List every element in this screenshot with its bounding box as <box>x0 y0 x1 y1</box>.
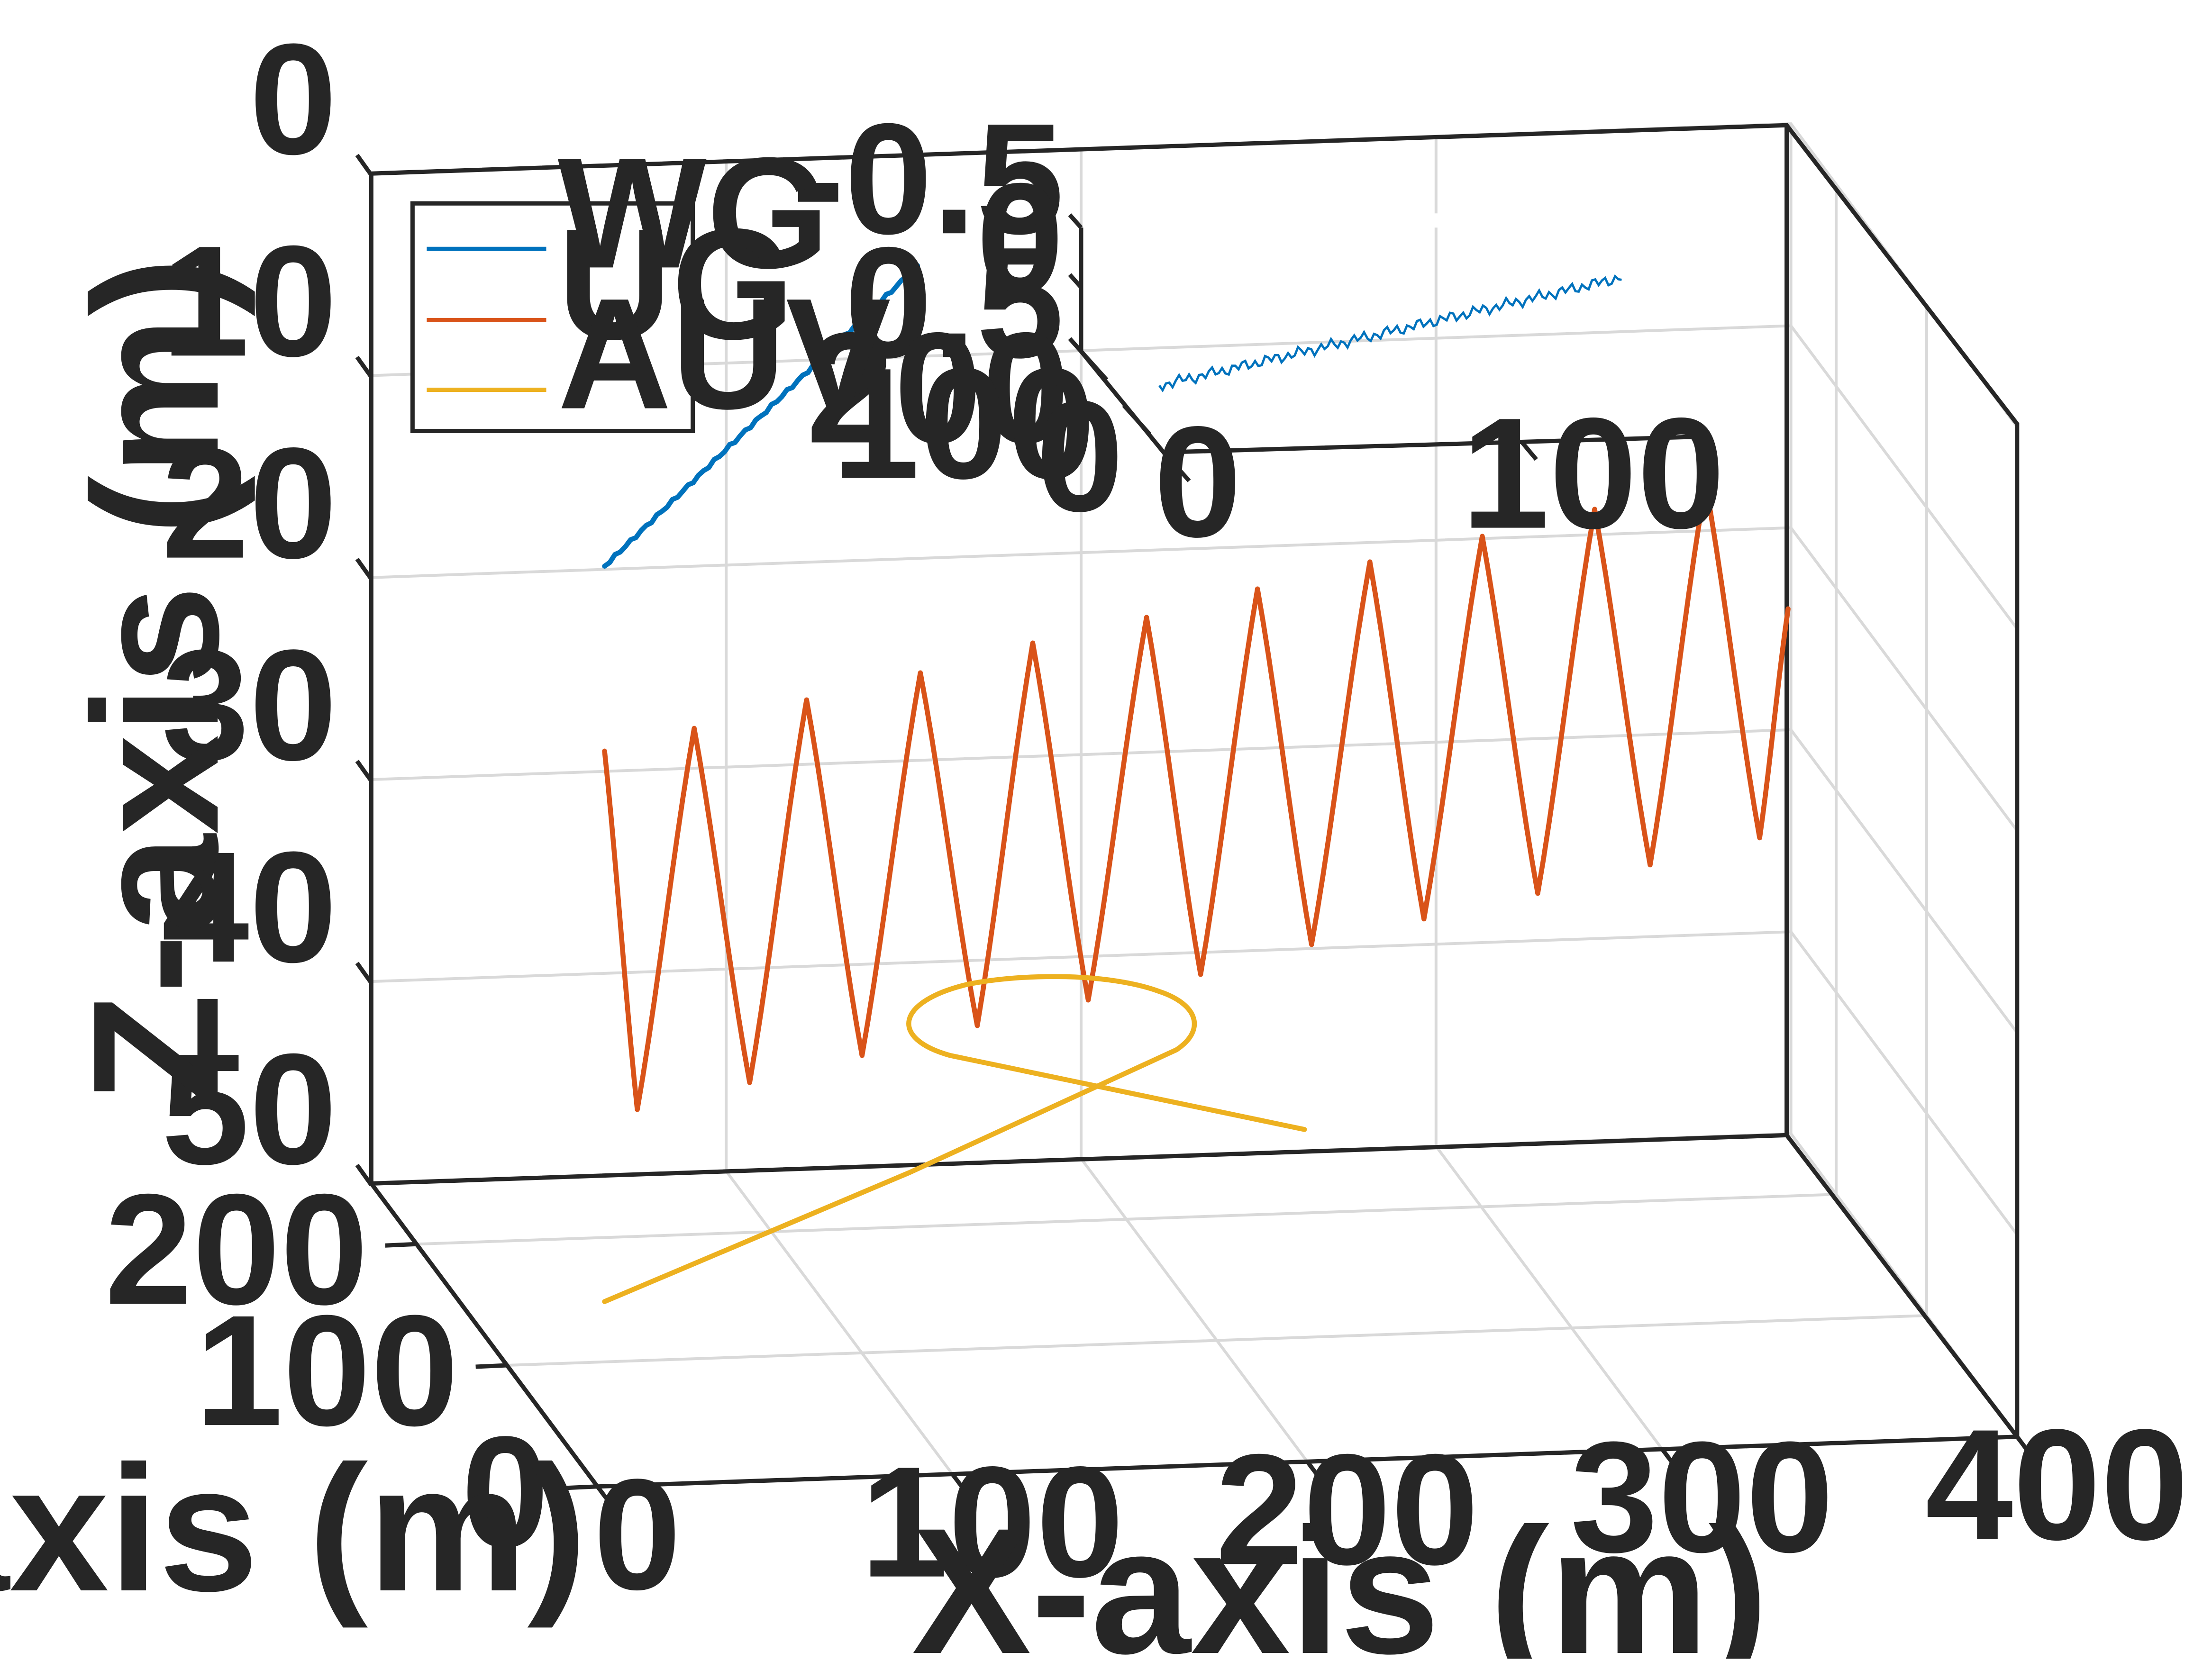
inset-z-tick-label: 0.5 <box>845 214 1064 390</box>
y-tick-label: 100 <box>195 1282 459 1459</box>
inset-x-tick-mark <box>1520 441 1538 461</box>
inset-white-patch <box>1422 213 1629 228</box>
series-ug-line <box>602 481 1791 1112</box>
z-axis-ticks: 0 10 20 30 40 50 <box>162 10 373 1197</box>
x-tick-mark <box>1305 1460 1330 1491</box>
y-tick-mark <box>475 1363 507 1369</box>
inset-x-tick-label: 0 <box>1154 393 1241 570</box>
z-tick-label: 20 <box>162 415 337 591</box>
z-tick-mark <box>355 760 373 782</box>
z-tick-mark <box>355 962 373 984</box>
z-tick-mark <box>355 154 373 176</box>
z-tick-mark <box>355 558 373 581</box>
series-wg-line <box>602 263 920 569</box>
x-tick-mark <box>2015 1435 2040 1467</box>
x-tick-label: 400 <box>1925 1396 2189 1573</box>
x-tick-mark <box>595 1485 621 1516</box>
y-tick-label: 200 <box>105 1161 368 1337</box>
x-tick-mark <box>1660 1448 1685 1479</box>
z-axis-label: Z-axis (m) <box>56 257 257 1103</box>
z-tick-label: 40 <box>162 818 337 995</box>
x-tick-label: 0 <box>593 1446 681 1623</box>
inset-y-tick-label: 100 <box>832 335 1095 512</box>
inset-y-tick-mark <box>1079 350 1109 381</box>
z-tick-mark <box>355 355 373 379</box>
y-axis-label: Y-axis (m) <box>0 1429 587 1630</box>
y-tick-label: 0 <box>461 1403 549 1580</box>
x-tick-label: 300 <box>1570 1408 1834 1585</box>
inset-x-tick-mark <box>1162 451 1180 471</box>
x-tick-mark <box>950 1472 975 1504</box>
z-tick-label: 0 <box>249 10 337 187</box>
inset-z-tick-mark <box>1068 337 1083 353</box>
inset-z-tick-mark <box>1068 273 1083 289</box>
inset-y-tick-mark <box>1122 404 1151 436</box>
y-tick-mark <box>385 1242 417 1248</box>
x-axis-label: X-axis (m) <box>912 1491 1768 1659</box>
legend-box <box>410 201 695 434</box>
inset-axes-frame <box>1079 227 1700 455</box>
y-tick-mark <box>566 1484 598 1490</box>
z-tick-label: 10 <box>162 212 337 389</box>
series-layer <box>602 263 1791 1304</box>
inset-wg-line <box>1158 274 1622 393</box>
inset-z-tick-label: -0.5 <box>792 90 1064 267</box>
x-tick-label: 100 <box>860 1434 1124 1610</box>
legend-label-wg: WG <box>558 124 830 301</box>
grid-line-y <box>416 184 1838 1246</box>
x-axis-ticks: 0 100 200 300 400 <box>593 1396 2189 1623</box>
legend-label-ug: UG <box>558 195 795 372</box>
legend-label-auv: AUV <box>558 265 892 442</box>
inset-z-tick-mark <box>1068 213 1083 229</box>
inset-y-tick-label: 200 <box>806 300 1070 476</box>
z-tick-mark <box>355 1163 373 1187</box>
series-auv-line <box>602 974 1307 1304</box>
inset-z-tick-label: 0 <box>976 150 1064 327</box>
legend: WG UG AUV <box>410 124 892 442</box>
inset-x-tick-label: 100 <box>1462 385 1725 562</box>
inset-y-tick-label: 0 <box>1036 368 1124 545</box>
z-tick-label: 30 <box>162 617 337 793</box>
x-tick-label: 200 <box>1215 1421 1479 1597</box>
z-tick-label: 50 <box>162 1020 337 1197</box>
